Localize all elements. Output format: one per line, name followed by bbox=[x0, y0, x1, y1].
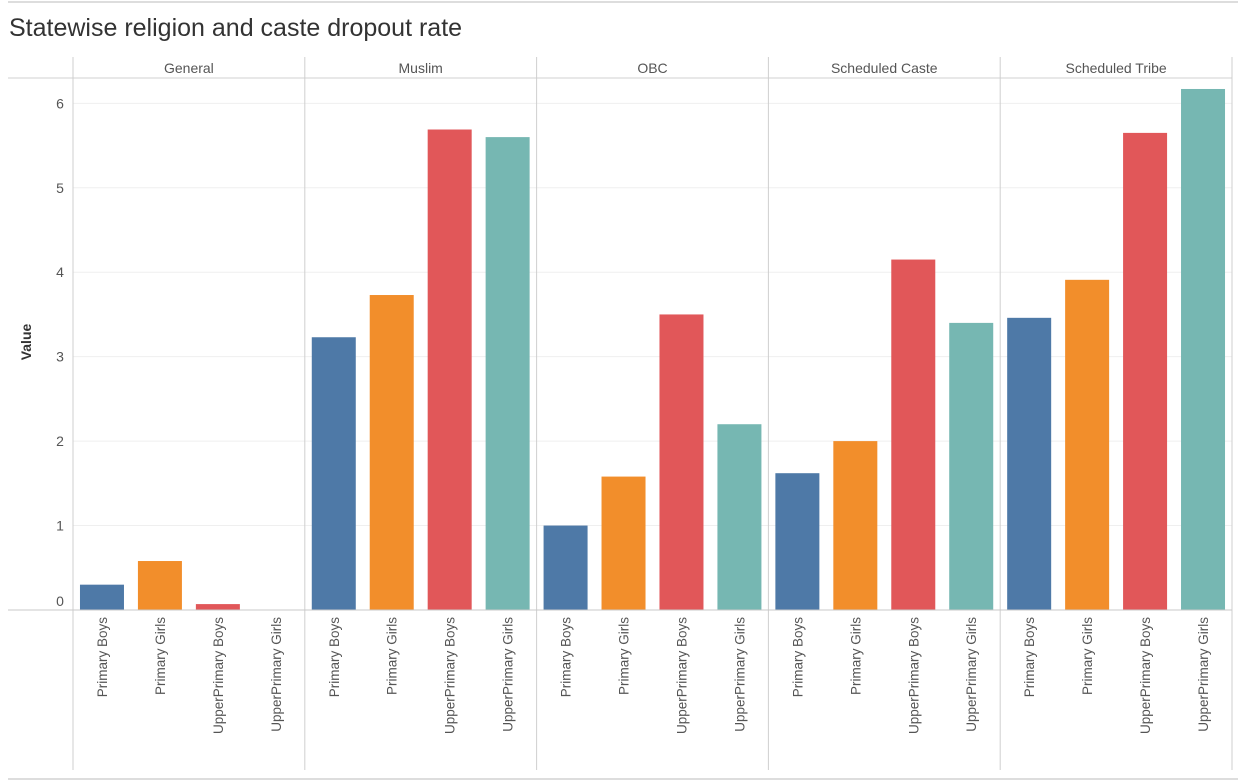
bar-muslim-primary-boys[interactable] bbox=[311, 337, 356, 610]
x-category-label: UpperPrimary Boys bbox=[211, 617, 226, 734]
x-category-label: Primary Girls bbox=[385, 617, 400, 695]
y-axis-title: Value bbox=[18, 324, 34, 361]
y-tick-label: 0 bbox=[56, 593, 64, 609]
x-category-label: Primary Girls bbox=[848, 617, 863, 695]
bar-scheduled-caste-upperprimary-boys[interactable] bbox=[891, 259, 936, 610]
y-tick-label: 2 bbox=[56, 433, 64, 449]
pane-label: Muslim bbox=[399, 60, 443, 76]
x-category-label: UpperPrimary Boys bbox=[1138, 617, 1153, 734]
bar-scheduled-caste-primary-boys[interactable] bbox=[775, 473, 820, 610]
pane-label: General bbox=[164, 60, 214, 76]
bar-scheduled-tribe-upperprimary-boys[interactable] bbox=[1123, 132, 1168, 610]
x-category-label: Primary Boys bbox=[1022, 617, 1037, 698]
x-category-label: UpperPrimary Girls bbox=[1196, 617, 1211, 732]
bar-general-primary-boys[interactable] bbox=[79, 584, 124, 610]
bar-general-primary-girls[interactable] bbox=[137, 561, 182, 610]
bar-obc-upperprimary-girls[interactable] bbox=[717, 424, 762, 610]
y-tick-label: 5 bbox=[56, 180, 64, 196]
x-category-label: Primary Girls bbox=[153, 617, 168, 695]
bar-obc-primary-boys[interactable] bbox=[543, 525, 588, 610]
x-category-label: Primary Boys bbox=[327, 617, 342, 698]
y-tick-label: 3 bbox=[56, 349, 64, 365]
bar-scheduled-tribe-upperprimary-girls[interactable] bbox=[1181, 88, 1226, 610]
bar-scheduled-tribe-primary-boys[interactable] bbox=[1007, 317, 1052, 610]
bar-obc-primary-girls[interactable] bbox=[601, 476, 646, 610]
x-category-label: Primary Boys bbox=[790, 617, 805, 698]
bar-obc-upperprimary-boys[interactable] bbox=[659, 314, 704, 610]
bar-muslim-upperprimary-boys[interactable] bbox=[427, 129, 472, 610]
x-category-label: UpperPrimary Girls bbox=[964, 617, 979, 732]
pane-label: Scheduled Tribe bbox=[1066, 60, 1167, 76]
x-category-label: Primary Girls bbox=[617, 617, 632, 695]
x-category-label: UpperPrimary Boys bbox=[674, 617, 689, 734]
x-category-label: UpperPrimary Girls bbox=[269, 617, 284, 732]
bar-scheduled-tribe-primary-girls[interactable] bbox=[1065, 279, 1110, 610]
bar-general-upperprimary-boys[interactable] bbox=[195, 604, 240, 610]
bar-muslim-primary-girls[interactable] bbox=[369, 295, 414, 610]
y-tick-label: 1 bbox=[56, 518, 64, 534]
bar-scheduled-caste-primary-girls[interactable] bbox=[833, 441, 878, 610]
chart-title: Statewise religion and caste dropout rat… bbox=[9, 14, 463, 42]
y-tick-label: 4 bbox=[56, 264, 64, 280]
pane-label: OBC bbox=[637, 60, 667, 76]
pane-label: Scheduled Caste bbox=[831, 60, 938, 76]
x-category-label: UpperPrimary Boys bbox=[906, 617, 921, 734]
y-tick-label: 6 bbox=[56, 95, 64, 111]
x-category-label: UpperPrimary Boys bbox=[443, 617, 458, 734]
x-category-label: Primary Girls bbox=[1080, 617, 1095, 695]
x-category-label: Primary Boys bbox=[95, 617, 110, 698]
bar-scheduled-caste-upperprimary-girls[interactable] bbox=[949, 322, 994, 610]
bar-muslim-upperprimary-girls[interactable] bbox=[485, 137, 530, 610]
x-category-label: UpperPrimary Girls bbox=[732, 617, 747, 732]
x-category-label: Primary Boys bbox=[559, 617, 574, 698]
x-category-label: UpperPrimary Girls bbox=[501, 617, 516, 732]
